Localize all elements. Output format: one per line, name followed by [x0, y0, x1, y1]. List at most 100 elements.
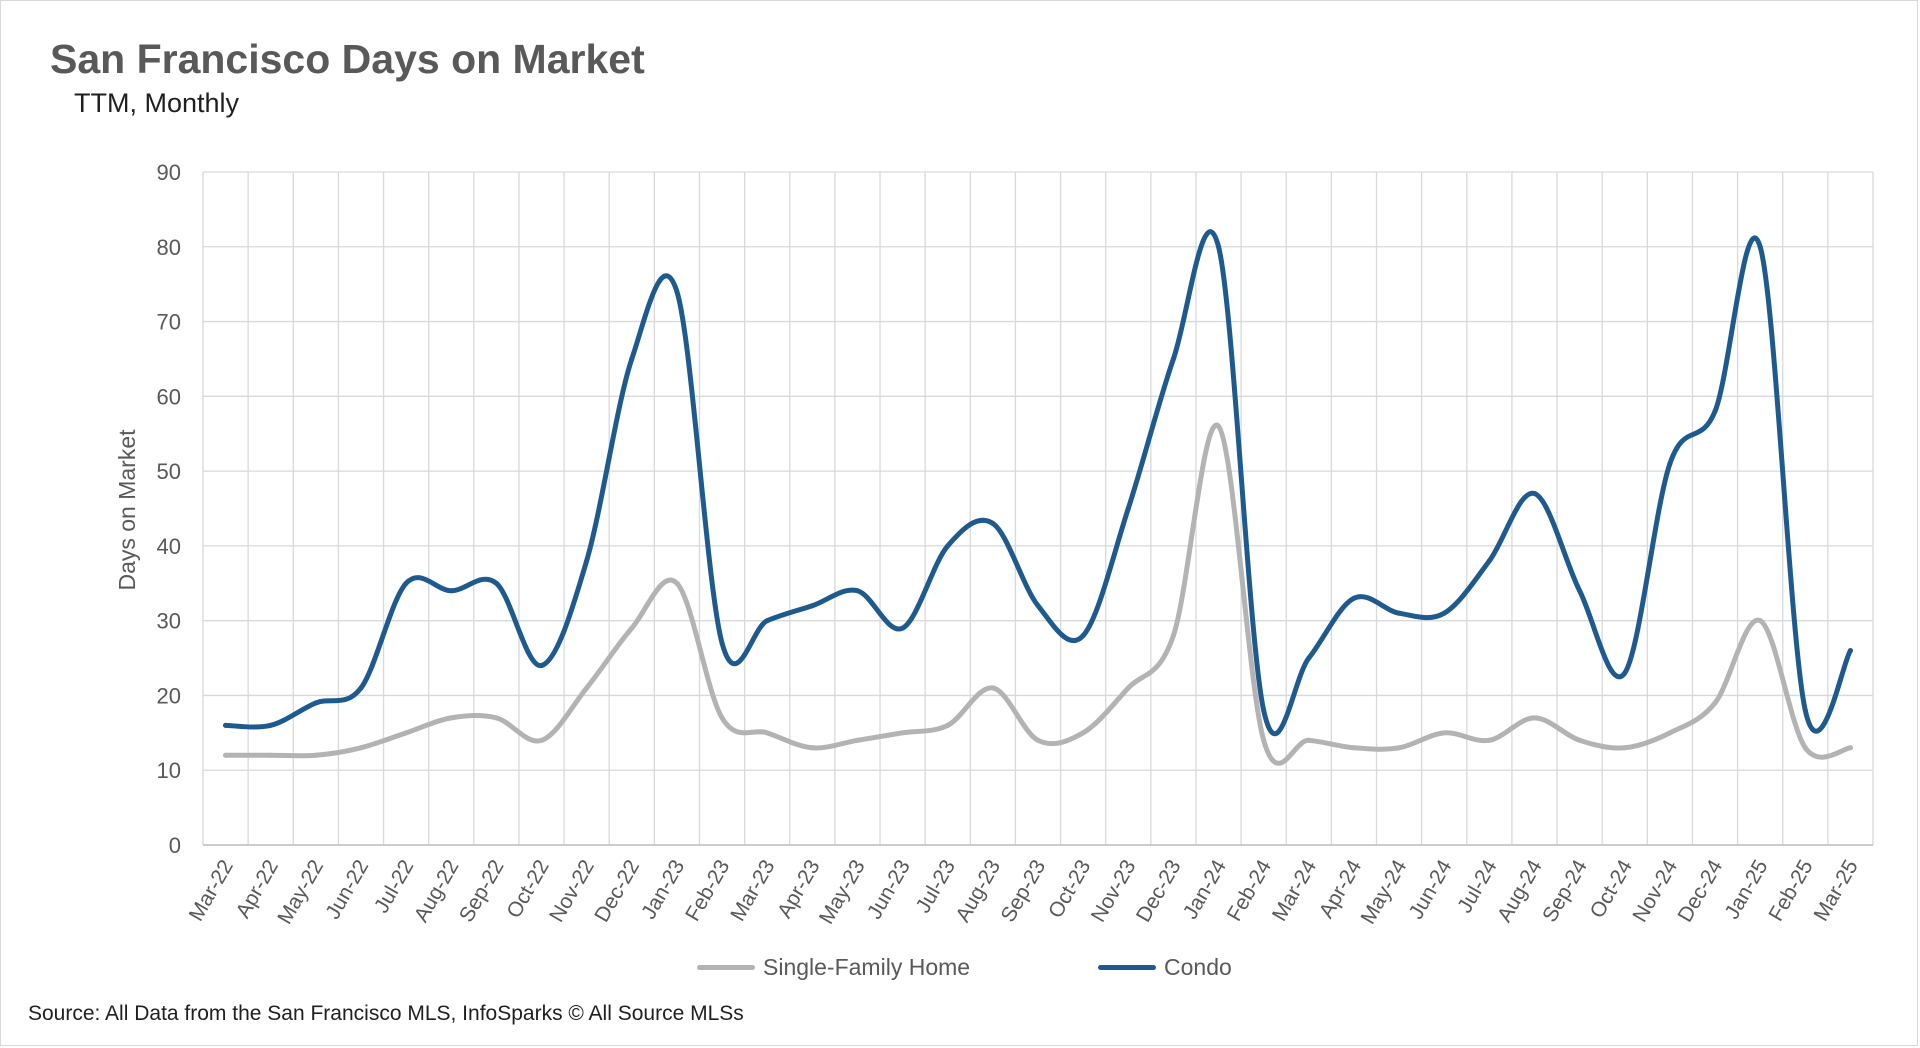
data-point-condo — [448, 588, 454, 594]
data-point-condo — [1757, 244, 1763, 250]
x-tick-label: Jun-24 — [1405, 856, 1457, 923]
x-axis-ticks: Mar-22Apr-22May-22Jun-22Jul-22Aug-22Sep-… — [185, 856, 1863, 928]
data-point-condo — [1667, 461, 1673, 467]
data-point-single-family — [719, 715, 725, 721]
data-point-condo — [945, 543, 951, 549]
data-point-condo — [1486, 558, 1492, 564]
data-point-condo — [313, 700, 319, 706]
x-tick-label: Mar-24 — [1268, 856, 1321, 925]
data-point-condo — [1577, 588, 1583, 594]
data-point-single-family — [674, 580, 680, 586]
data-point-single-family — [1170, 633, 1176, 639]
legend-swatch-condo — [1098, 964, 1156, 970]
y-tick-label: 80 — [157, 235, 181, 260]
y-tick-label: 70 — [157, 310, 181, 335]
data-point-single-family — [900, 730, 906, 736]
chart-subtitle: TTM, Monthly — [74, 88, 240, 118]
data-point-single-family — [493, 715, 499, 721]
data-point-condo — [900, 625, 906, 631]
data-point-single-family — [854, 737, 860, 743]
data-point-single-family — [448, 715, 454, 721]
x-tick-label: Dec-23 — [1132, 856, 1186, 926]
data-point-single-family — [1622, 745, 1628, 751]
data-point-condo — [764, 618, 770, 624]
y-tick-label: 40 — [157, 534, 181, 559]
data-point-single-family — [268, 752, 274, 758]
y-tick-label: 90 — [157, 160, 181, 185]
data-point-condo — [674, 289, 680, 295]
data-point-condo — [1441, 610, 1447, 616]
data-point-condo — [403, 580, 409, 586]
data-point-single-family — [1441, 730, 1447, 736]
data-point-single-family — [1125, 685, 1131, 691]
data-point-condo — [990, 520, 996, 526]
legend-label-condo: Condo — [1164, 953, 1232, 980]
data-point-single-family — [1306, 737, 1312, 743]
x-tick-label: Jul-23 — [912, 856, 961, 917]
series-line-single-family — [223, 422, 1853, 766]
data-point-single-family — [1351, 745, 1357, 751]
y-tick-label: 10 — [157, 758, 181, 783]
data-point-condo — [1080, 633, 1086, 639]
data-point-single-family — [629, 625, 635, 631]
data-point-single-family — [1531, 715, 1537, 721]
y-axis-label: Days on Market — [114, 429, 140, 591]
x-tick-label: Jul-24 — [1453, 856, 1502, 917]
data-point-single-family — [313, 752, 319, 758]
legend-item-single-family: Single-Family Home — [697, 952, 970, 982]
data-point-condo — [809, 603, 815, 609]
y-tick-label: 60 — [157, 384, 181, 409]
data-point-single-family — [1802, 745, 1808, 751]
x-tick-label: Mar-23 — [726, 856, 779, 925]
data-point-single-family — [1261, 737, 1267, 743]
data-point-single-family — [584, 685, 590, 691]
data-point-single-family — [403, 730, 409, 736]
data-point-condo — [1306, 655, 1312, 661]
data-point-condo — [1802, 707, 1808, 713]
x-tick-label: Sep-23 — [997, 856, 1051, 926]
series-lines — [223, 229, 1853, 766]
data-point-condo — [1170, 356, 1176, 362]
x-tick-label: Mar-22 — [185, 856, 238, 925]
data-point-single-family — [539, 737, 545, 743]
data-point-condo — [1712, 408, 1718, 414]
x-tick-label: Sep-24 — [1538, 856, 1592, 926]
data-point-condo — [1622, 670, 1628, 676]
data-point-single-family — [990, 685, 996, 691]
y-tick-label: 30 — [157, 609, 181, 634]
data-point-single-family — [1486, 737, 1492, 743]
y-tick-label: 0 — [169, 833, 181, 858]
data-point-single-family — [1396, 745, 1402, 751]
x-tick-label: Dec-22 — [590, 856, 644, 926]
y-axis-ticks: 0 10 20 30 40 50 60 70 80 90 — [157, 160, 181, 858]
data-point-condo — [1396, 610, 1402, 616]
data-point-condo — [1216, 244, 1222, 250]
data-point-condo — [1847, 648, 1853, 654]
x-tick-label: Jun-22 — [321, 856, 373, 923]
data-point-single-family — [1667, 730, 1673, 736]
data-point-single-family — [764, 730, 770, 736]
data-point-condo — [1351, 595, 1357, 601]
data-point-single-family — [358, 745, 364, 751]
data-point-single-family — [1577, 737, 1583, 743]
data-point-condo — [268, 722, 274, 728]
x-tick-label: Dec-24 — [1674, 856, 1728, 926]
data-point-condo — [539, 663, 545, 669]
data-point-single-family — [223, 752, 229, 758]
x-tick-label: Jul-22 — [370, 856, 419, 917]
legend-swatch-single-family — [697, 964, 755, 970]
legend-item-condo: Condo — [1098, 952, 1232, 982]
source-note: Source: All Data from the San Francisco … — [28, 1002, 744, 1025]
x-tick-label: Jun-23 — [863, 856, 915, 923]
x-tick-label: May-24 — [1356, 856, 1411, 928]
data-point-condo — [1261, 707, 1267, 713]
data-point-single-family — [1080, 730, 1086, 736]
legend-label-single-family: Single-Family Home — [763, 953, 971, 980]
y-tick-label: 20 — [157, 683, 181, 708]
data-point-condo — [854, 588, 860, 594]
data-point-condo — [1531, 491, 1537, 497]
x-tick-label: Mar-25 — [1810, 856, 1863, 925]
data-point-single-family — [1847, 745, 1853, 751]
